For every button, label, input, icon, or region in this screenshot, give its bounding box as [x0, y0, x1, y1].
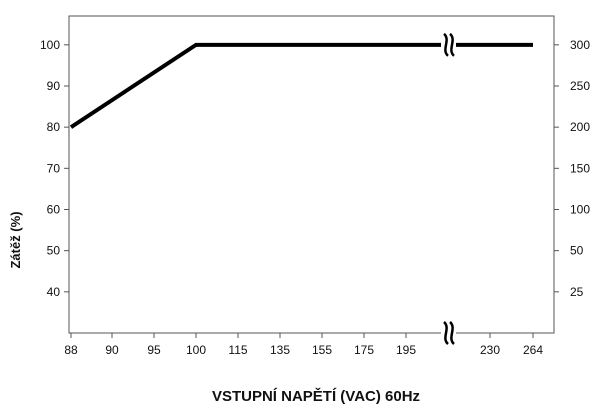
y-tick-label: 100 — [40, 38, 60, 52]
x-tick-label: 95 — [147, 343, 161, 357]
x-tick-label: 155 — [312, 343, 332, 357]
x-tick-label: 90 — [105, 343, 119, 357]
x-tick-label: 230 — [480, 343, 500, 357]
x-tick-label: 100 — [186, 343, 206, 357]
y2-tick-label: 100 — [570, 202, 590, 216]
y-axis-title: Zátěž (%) — [8, 211, 23, 268]
x-tick-label: 264 — [523, 343, 543, 357]
line-break-symbol — [441, 34, 456, 56]
x-tick-label: 88 — [64, 343, 78, 357]
x-axis-title: VSTUPNÍ NAPĚTÍ (VAC) 60Hz — [212, 387, 420, 405]
x-tick-label: 175 — [354, 343, 374, 357]
series-line — [71, 45, 533, 127]
y-tick-label: 80 — [47, 120, 61, 134]
axis-break-symbol — [441, 322, 456, 344]
y-tick-label: 60 — [47, 202, 61, 216]
y2-tick-label: 150 — [570, 161, 590, 175]
x-axis: 88 90 95 100 115 135 155 175 195 230 264 — [64, 333, 543, 357]
x-tick-label: 115 — [228, 343, 247, 357]
x-tick-label: 195 — [396, 343, 416, 357]
y-tick-label: 70 — [47, 161, 61, 175]
y2-tick-label: 50 — [570, 244, 584, 258]
y-tick-label: 90 — [47, 79, 61, 93]
plot-frame — [69, 16, 554, 333]
y2-tick-label: 200 — [570, 120, 590, 134]
x-tick-label: 135 — [270, 343, 290, 357]
y-tick-label: 40 — [47, 285, 61, 299]
series-layer — [71, 45, 533, 128]
y2-tick-label: 25 — [570, 285, 584, 299]
y-tick-label: 50 — [47, 244, 61, 258]
axis-break-layer — [441, 34, 456, 344]
y2-axis: 25 50 100 150 200 250 300 — [554, 38, 590, 299]
y2-tick-label: 250 — [570, 79, 590, 93]
y-axis: 40 50 60 70 80 90 100 — [40, 38, 69, 299]
y2-tick-label: 300 — [570, 38, 590, 52]
